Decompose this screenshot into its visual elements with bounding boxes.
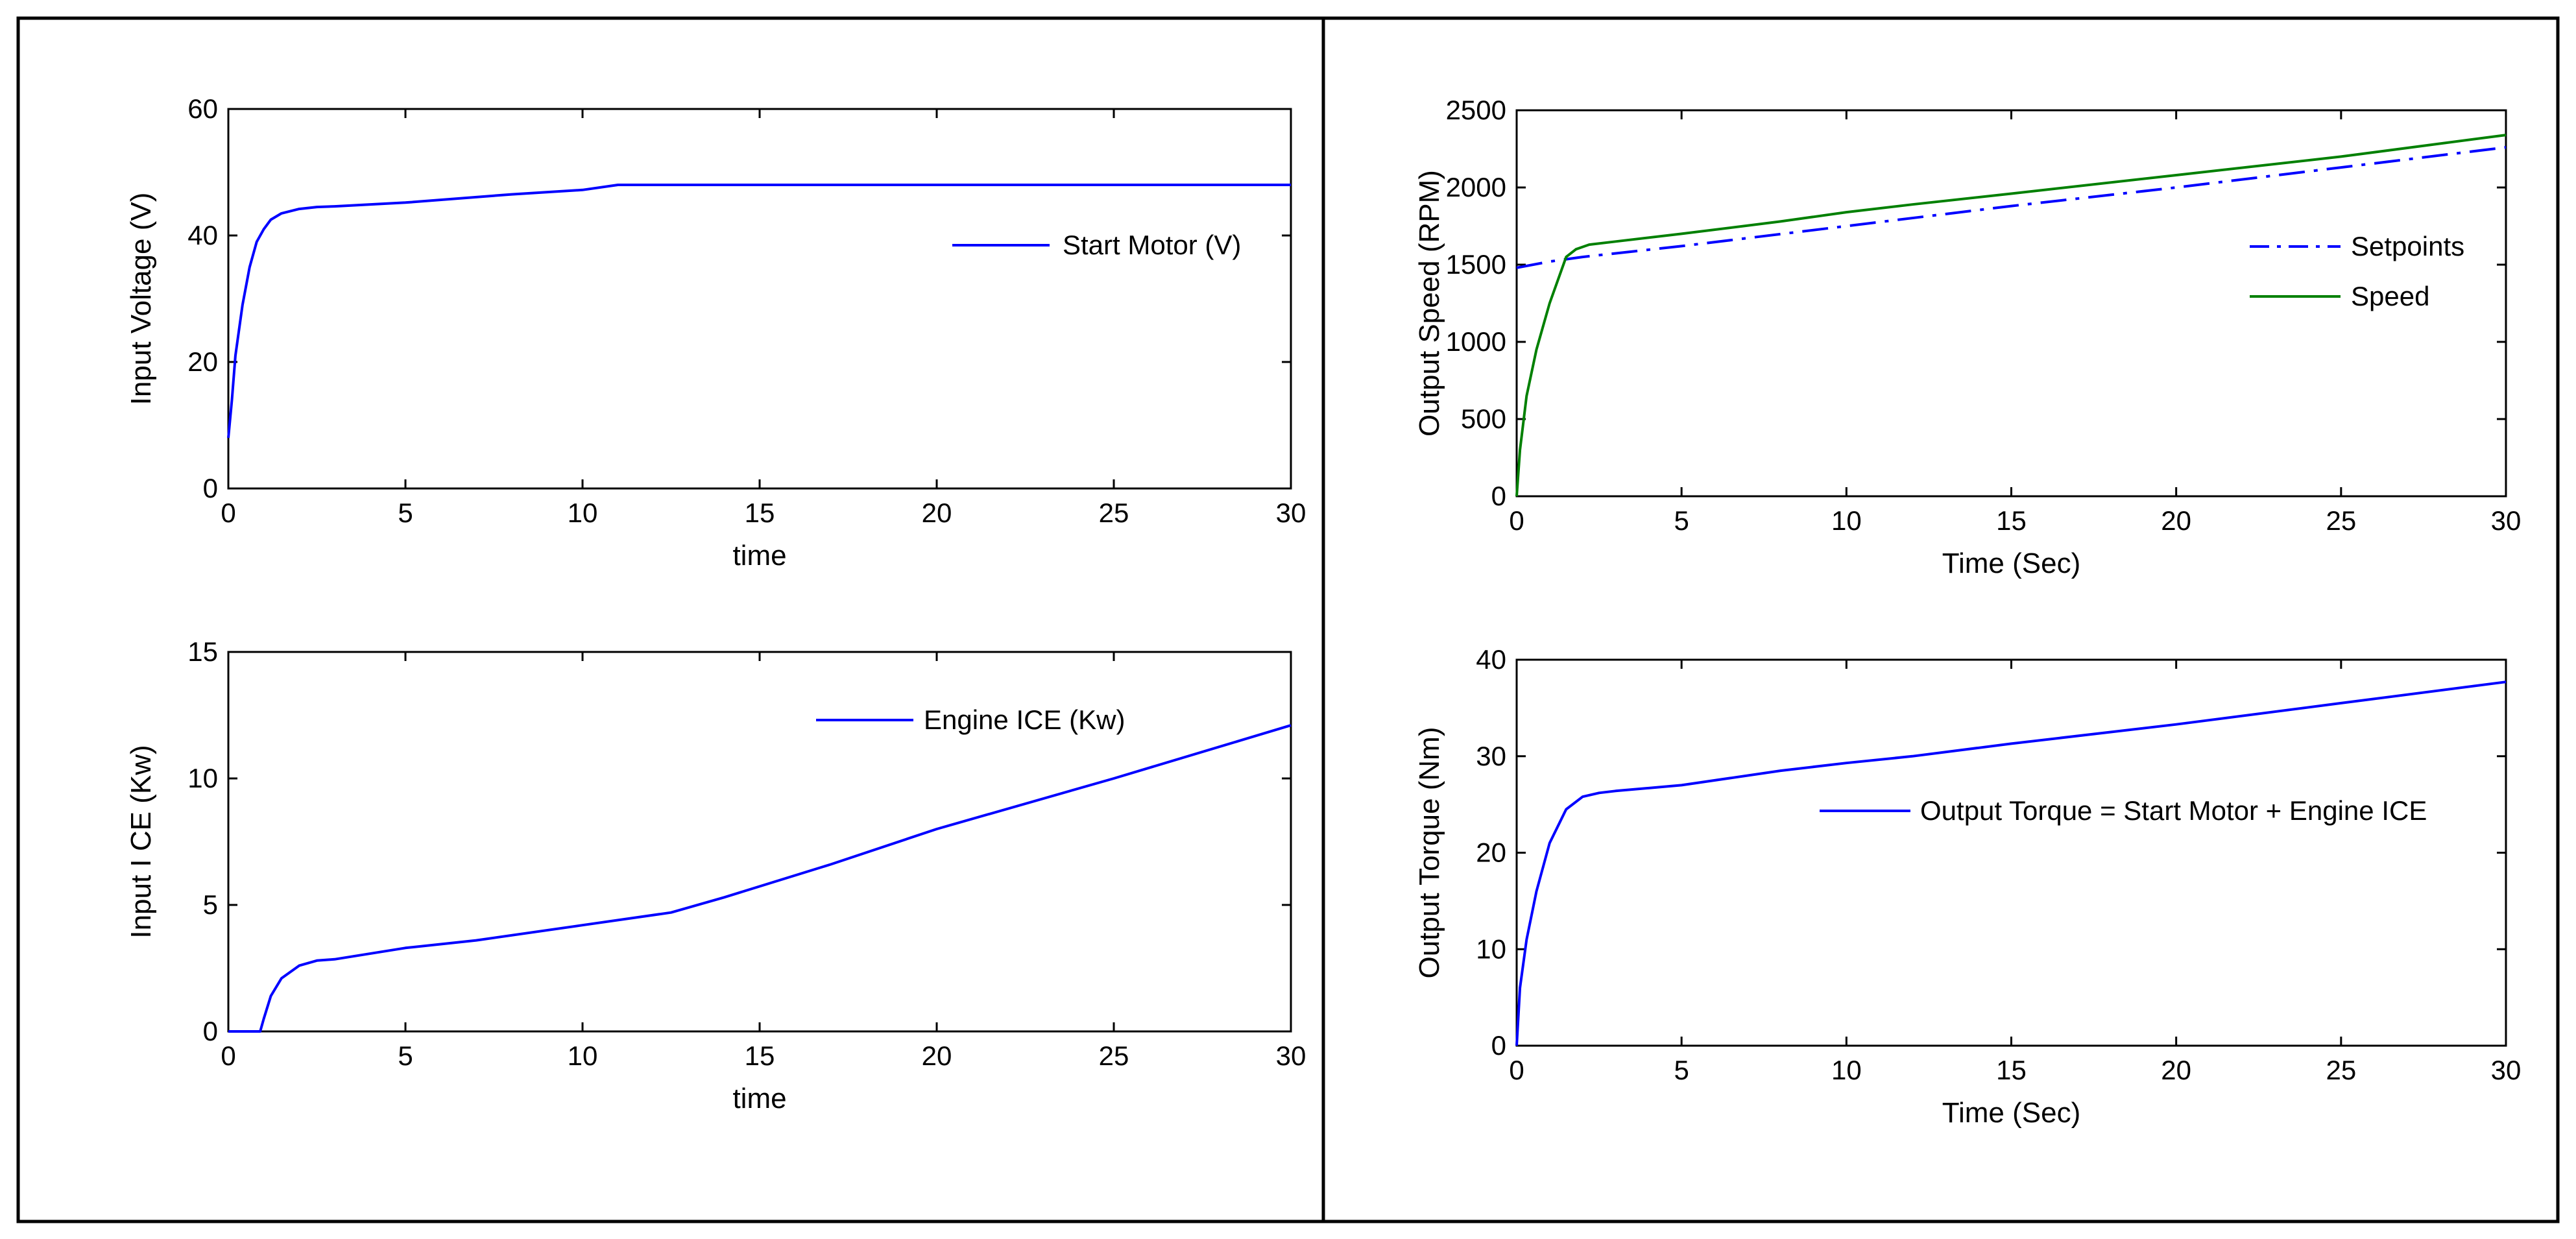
chart-ice: 0 5 10 15 20 25 30 0 5 10 15 time Input I CE (Kw) Eng… [125,636,1306,1114]
x-tick-label: 20 [2161,505,2191,536]
y-tick-label: 2000 [1446,172,1506,202]
legend-label: Start Motor (V) [1063,230,1241,260]
y-tick-label: 15 [187,636,218,667]
x-tick-label: 30 [1276,1041,1306,1071]
y-tick-label: 1500 [1446,249,1506,280]
x-tick-label: 30 [2491,1055,2522,1085]
x-tick-label: 10 [568,498,598,528]
legend-label: Setpoints [2351,231,2464,261]
x-axis-label: Time (Sec) [1942,547,2081,579]
chart-voltage: 0 5 10 15 20 25 30 0 20 40 60 time Input Voltage (V)… [125,93,1306,571]
y-tick-label: 10 [1476,933,1506,964]
x-tick-label: 5 [1674,1055,1689,1085]
x-tick-label: 20 [2161,1055,2191,1085]
plot-area [227,651,1292,1033]
chart-speed: 0 5 10 15 20 25 30 0 500 1000 1500 2000 2500 Time (Se… [1414,95,2521,579]
x-tick-label: 5 [398,1041,413,1071]
series-line-setpoints [1516,146,2507,269]
x-tick-label: 30 [2491,505,2522,536]
chart-torque: 0 5 10 15 20 25 30 0 10 20 30 40 Time (Sec) Output To… [1414,644,2521,1129]
y-tick-label: 40 [1476,644,1506,675]
x-tick-label: 5 [398,498,413,528]
y-tick-label: 20 [187,346,218,377]
x-tick-label: 0 [221,1041,235,1071]
y-tick-label: 0 [203,1016,218,1046]
series-line-engine-ice-kw [228,724,1292,1033]
x-tick-label: 30 [1276,498,1306,528]
x-tick-label: 20 [922,498,952,528]
y-tick-label: 0 [1491,1030,1506,1061]
y-axis-label: Output Speed (RPM) [1414,170,1445,437]
x-tick-label: 10 [1831,1055,1862,1085]
x-tick-label: 0 [1509,505,1524,536]
x-tick-label: 15 [1996,1055,2027,1085]
legend-label: Output Torque = Start Motor + Engine ICE [1920,795,2427,826]
x-tick-label: 10 [1831,505,1862,536]
x-tick-label: 25 [2326,1055,2356,1085]
x-tick-label: 25 [1099,1041,1129,1071]
legend-label: Speed [2351,281,2429,311]
plot-area [1515,658,2507,1047]
y-tick-label: 5 [203,889,218,920]
y-tick-label: 0 [203,473,218,503]
y-tick-label: 40 [187,220,218,250]
plot-area [227,108,1292,490]
y-tick-label: 30 [1476,741,1506,771]
outer-frame [16,16,2560,1223]
y-tick-label: 10 [187,763,218,793]
y-tick-label: 1000 [1446,326,1506,357]
y-tick-label: 500 [1461,403,1506,434]
x-tick-label: 5 [1674,505,1689,536]
x-tick-label: 15 [745,498,775,528]
x-tick-label: 25 [1099,498,1129,528]
x-tick-label: 25 [2326,505,2356,536]
x-tick-label: 15 [1996,505,2027,536]
y-axis-label: Input I CE (Kw) [125,745,157,938]
x-tick-label: 10 [568,1041,598,1071]
y-axis-label: Input Voltage (V) [125,193,157,405]
x-tick-label: 0 [221,498,235,528]
y-axis-label: Output Torque (Nm) [1414,727,1445,978]
y-tick-label: 20 [1476,837,1506,868]
series-line-speed [1515,134,2507,497]
x-tick-label: 15 [745,1041,775,1071]
x-tick-label: 0 [1509,1055,1524,1085]
y-tick-label: 60 [187,93,218,124]
x-axis-label: time [732,540,786,571]
series-line-output-torque-start-motor-engine-ice [1515,680,2507,1046]
series-line-start-motor-v [227,184,1291,439]
x-axis-label: time [732,1083,786,1114]
legend-label: Engine ICE (Kw) [924,704,1125,735]
x-axis-label: Time (Sec) [1942,1097,2081,1129]
y-tick-label: 2500 [1446,95,1506,125]
x-tick-label: 20 [922,1041,952,1071]
y-tick-label: 0 [1491,481,1506,511]
